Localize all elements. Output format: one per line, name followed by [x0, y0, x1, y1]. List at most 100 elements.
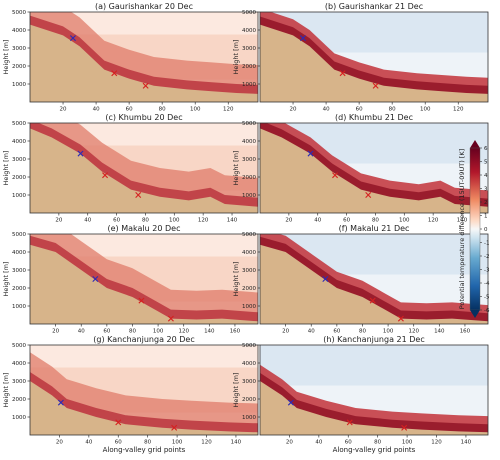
panel-title: (a) Gaurishankar 20 Dec [95, 2, 193, 11]
red-x-marker [339, 70, 346, 77]
y-tick-label: 4000 [12, 250, 26, 256]
colorbar-tick-label: 3 [484, 187, 488, 193]
red-x-marker [346, 419, 353, 426]
y-tick-label: 4000 [12, 28, 26, 34]
x-tick-label: 100 [169, 218, 180, 224]
red-x-marker [365, 192, 372, 198]
plot-area [30, 12, 258, 102]
terrain [260, 244, 488, 324]
terrain [30, 244, 258, 324]
axes-frame [259, 11, 489, 103]
x-tick-label: 80 [142, 218, 149, 224]
red-x-marker [171, 424, 178, 431]
y-tick-label: 4000 [242, 139, 256, 145]
x-tick-label: 140 [461, 440, 472, 446]
plot-area [260, 123, 488, 213]
terrain [260, 24, 488, 102]
colorbar-tick-label: 5 [484, 160, 488, 166]
colorbar-label: Potential temperature difference (15UT-0… [458, 149, 466, 309]
red-x-marker [102, 172, 109, 179]
axes-frame [259, 122, 489, 214]
axes-frame [29, 233, 259, 325]
x-tick-label: 100 [153, 329, 164, 335]
x-tick-label: 140 [204, 329, 215, 335]
y-tick-label: 2000 [242, 286, 256, 292]
chart-panel: (d) Khumbu 21 Dec 20 40 60 80 100 120 140 1000 20… [232, 113, 489, 224]
y-tick-label: 1000 [12, 304, 26, 310]
x-tick-label: 20 [282, 329, 289, 335]
colorbar-tick-label: 1 [484, 214, 488, 220]
red-x-marker [167, 315, 174, 322]
chart-panel: (h) Kanchanjunga 21 Dec 20 40 60 80 100 120 140… [232, 335, 489, 454]
colorbar-tick-label: 6 [484, 146, 488, 152]
y-tick-label: 3000 [12, 46, 26, 52]
y-tick-label: 2000 [242, 397, 256, 403]
x-tick-label: 160 [460, 329, 471, 335]
red-x-marker [332, 172, 339, 179]
y-tick-label: 3000 [242, 46, 256, 52]
red-x-marker [401, 424, 408, 431]
x-tick-label: 140 [231, 440, 242, 446]
y-tick-label: 5000 [242, 232, 256, 238]
red-x-marker [111, 70, 118, 77]
terrain [260, 128, 488, 213]
x-tick-label: 160 [230, 329, 241, 335]
x-tick-label: 120 [453, 107, 464, 113]
y-tick-label: 3000 [242, 379, 256, 385]
x-tick-label: 40 [323, 107, 330, 113]
colorbar-tick-label: 2 [484, 200, 488, 206]
colorbar-tick-label: 4 [484, 173, 488, 179]
x-axis-label: Along-valley grid points [333, 446, 416, 454]
colorbar-tick-label: -3 [484, 268, 490, 274]
plot-area [30, 123, 258, 213]
axes-frame [259, 233, 489, 325]
blue-x-marker [92, 276, 99, 282]
x-tick-label: 40 [308, 329, 315, 335]
y-axis-label: Height [m] [232, 40, 240, 75]
x-tick-label: 100 [383, 329, 394, 335]
y-tick-label: 1000 [12, 193, 26, 199]
y-tick-label: 2000 [242, 64, 256, 70]
chart-panel: (a) Gaurishankar 20 Dec 20 40 60 80 100 120 100… [2, 2, 259, 113]
x-tick-label: 20 [52, 329, 59, 335]
colorbar-bottom-extension [470, 310, 480, 318]
y-tick-label: 2000 [242, 175, 256, 181]
x-tick-label: 60 [343, 218, 350, 224]
x-tick-label: 40 [78, 329, 85, 335]
y-tick-label: 4000 [242, 361, 256, 367]
axes-frame [259, 344, 489, 436]
colorbar-tick-label: -6 [484, 308, 490, 314]
colorbar-tick-label: 0 [484, 227, 488, 233]
x-tick-label: 120 [223, 107, 234, 113]
chart-panel: (c) Khumbu 20 Dec 20 40 60 80 100 120 140 1000 20… [2, 113, 259, 224]
x-tick-label: 100 [402, 440, 413, 446]
terrain [30, 24, 258, 102]
y-tick-label: 1000 [12, 415, 26, 421]
terrain [30, 381, 258, 435]
x-tick-label: 80 [372, 218, 379, 224]
x-tick-label: 40 [93, 107, 100, 113]
x-tick-label: 40 [84, 218, 91, 224]
x-tick-label: 120 [408, 329, 419, 335]
y-tick-label: 3000 [12, 268, 26, 274]
plot-area [30, 345, 258, 435]
x-axis-label: Along-valley grid points [103, 446, 186, 454]
red-x-marker [397, 315, 404, 322]
y-axis-label: Height [m] [232, 262, 240, 297]
panel-title: (c) Khumbu 20 Dec [105, 113, 182, 122]
plot-area [260, 12, 488, 102]
x-tick-label: 60 [115, 440, 122, 446]
x-tick-label: 80 [389, 107, 396, 113]
colorbar-top-extension [470, 140, 480, 148]
x-tick-label: 100 [399, 218, 410, 224]
panel-title: (b) Gaurishankar 21 Dec [325, 2, 423, 11]
y-tick-label: 1000 [242, 82, 256, 88]
y-axis-label: Height [m] [232, 373, 240, 408]
y-tick-label: 2000 [12, 64, 26, 70]
y-tick-label: 3000 [12, 157, 26, 163]
colorbar-body [469, 147, 481, 311]
y-tick-label: 5000 [242, 121, 256, 127]
y-axis-label: Height [m] [2, 151, 10, 186]
x-tick-label: 60 [345, 440, 352, 446]
